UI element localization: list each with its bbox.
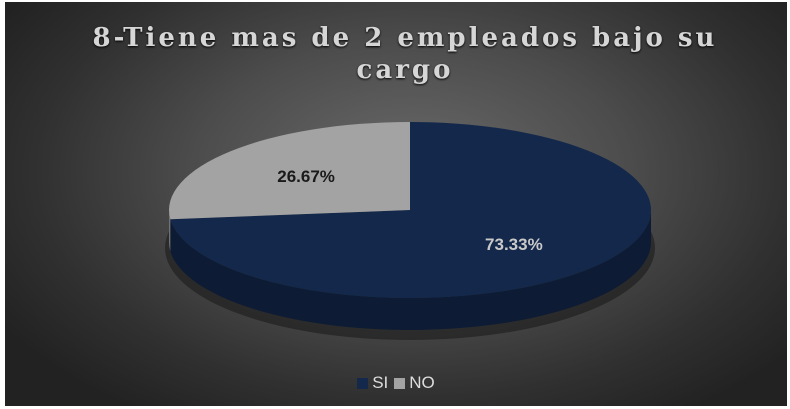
legend-item-si: SI <box>357 373 388 393</box>
pie-slice-si <box>170 122 651 298</box>
chart-area: 8-Tiene mas de 2 empleados bajo su cargo… <box>5 2 787 406</box>
pie-slice-no <box>169 122 410 220</box>
pie-side-no <box>169 210 171 252</box>
legend-item-no: NO <box>394 373 435 393</box>
pie-side-si <box>170 210 651 331</box>
legend-label-no: NO <box>409 373 435 392</box>
chart-legend: SI NO <box>5 373 787 394</box>
data-label-no: 26.67% <box>277 167 335 186</box>
legend-label-si: SI <box>372 373 389 392</box>
chart-title: 8-Tiene mas de 2 empleados bajo su cargo <box>92 23 718 85</box>
legend-swatch-si <box>357 377 369 389</box>
pie-chart: 73.33% 26.67% <box>165 122 655 340</box>
data-label-si: 73.33% <box>485 235 543 254</box>
legend-swatch-no <box>394 377 406 389</box>
